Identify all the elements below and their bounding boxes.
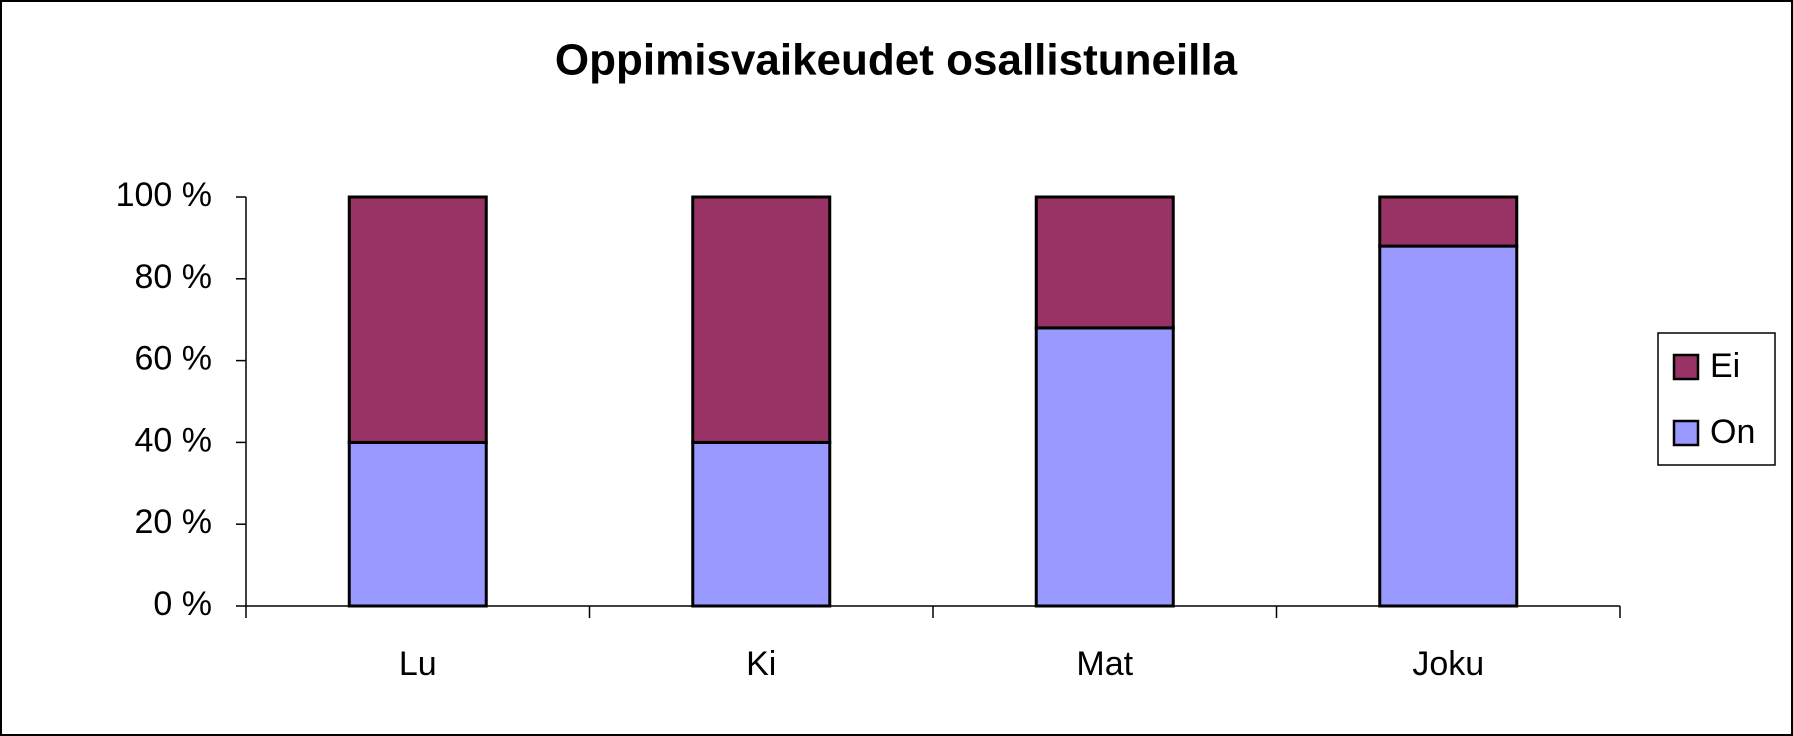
bar-segment	[691, 440, 832, 608]
bar-segment	[691, 195, 832, 444]
legend-swatch	[1672, 353, 1700, 381]
bar-segment	[347, 440, 488, 608]
bar-segment	[1378, 244, 1519, 608]
y-tick-label: 80 %	[135, 258, 213, 296]
chart-title: Oppimisvaikeudet osallistuneilla	[555, 36, 1238, 85]
x-tick-label: Lu	[399, 645, 437, 683]
legend-label: On	[1710, 413, 1755, 451]
x-tick-label: Ki	[746, 645, 776, 683]
bar-segment	[1378, 195, 1519, 248]
y-tick-label: 20 %	[135, 503, 213, 541]
y-tick-label: 0 %	[153, 585, 212, 623]
legend-label: Ei	[1710, 347, 1740, 385]
legend-swatch	[1672, 419, 1700, 447]
y-tick-label: 40 %	[135, 421, 213, 459]
x-tick-label: Mat	[1076, 645, 1133, 683]
y-tick-label: 100 %	[116, 176, 212, 214]
y-tick-label: 60 %	[135, 340, 213, 378]
bar-segment	[1034, 195, 1175, 330]
bar-segment	[1034, 326, 1175, 608]
bar-segment	[347, 195, 488, 444]
x-tick-label: Joku	[1412, 645, 1484, 683]
